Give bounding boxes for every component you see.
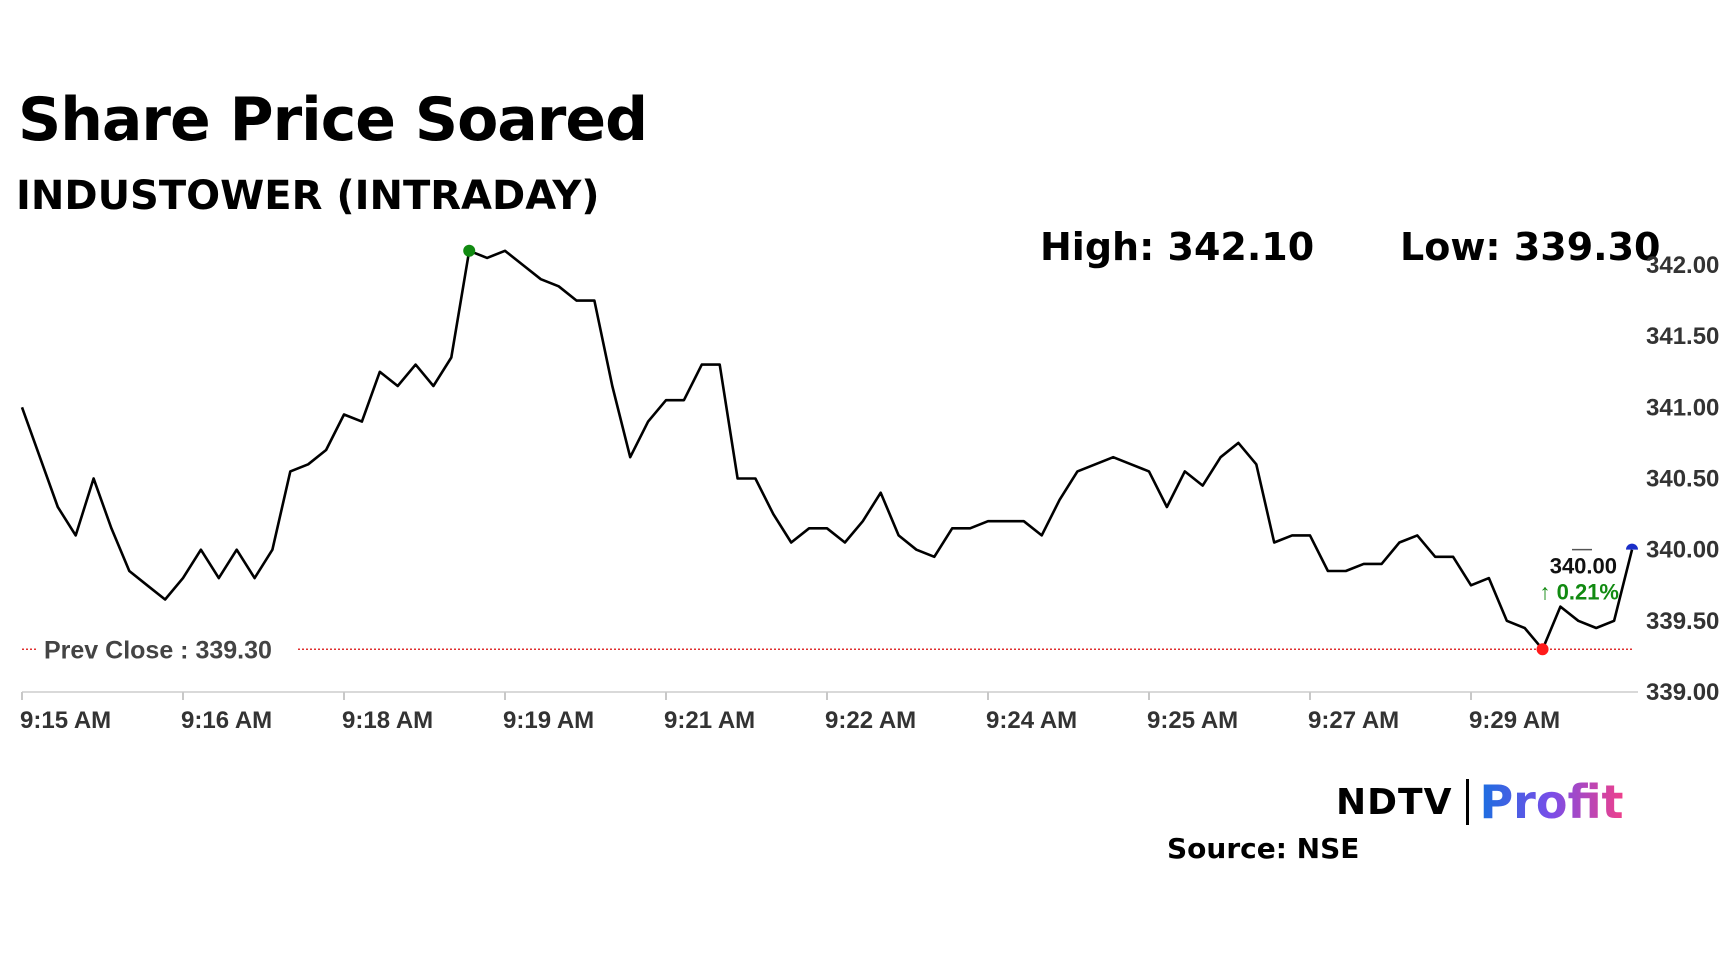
chart-title: Share Price Soared [18, 85, 648, 155]
brand-profit: Profit [1479, 775, 1624, 829]
low-marker [1536, 643, 1549, 656]
y-tick-label: 341.50 [1646, 323, 1719, 350]
y-tick-label: 339.50 [1646, 608, 1719, 635]
x-tick-label: 9:29 AM [1469, 707, 1560, 734]
y-tick-label: 342.00 [1646, 252, 1719, 279]
x-tick-label: 9:27 AM [1308, 707, 1399, 734]
y-tick-label: 340.00 [1646, 537, 1719, 564]
ndtv-profit-logo: NDTV Profit [1336, 775, 1624, 829]
brand-ndtv: NDTV [1336, 781, 1453, 823]
current-price-marker [1626, 543, 1638, 550]
high-marker [463, 244, 476, 257]
source-label: Source: NSE [1167, 832, 1360, 865]
x-tick-label: 9:22 AM [825, 707, 916, 734]
change-label: ↑ 0.21% [1540, 580, 1620, 605]
chart-subtitle: INDUSTOWER (INTRADAY) [16, 173, 600, 219]
x-tick-label: 9:18 AM [342, 707, 433, 734]
x-tick-label: 9:24 AM [986, 707, 1077, 734]
x-tick-label: 9:15 AM [20, 707, 111, 734]
price-line [20, 249, 1634, 651]
x-tick-label: 9:16 AM [181, 707, 272, 734]
x-tick-label: 9:21 AM [664, 707, 755, 734]
high-label: High: 342.10 [1040, 225, 1315, 269]
y-tick-label: 340.50 [1646, 466, 1719, 493]
current-price-label: 340.00 [1550, 554, 1617, 579]
x-tick-label: 9:25 AM [1147, 707, 1238, 734]
low-label: Low: 339.30 [1400, 225, 1661, 269]
y-tick-label: 339.00 [1646, 679, 1719, 706]
y-tick-label: 341.00 [1646, 394, 1719, 421]
x-tick-label: 9:19 AM [503, 707, 594, 734]
brand-divider [1466, 779, 1470, 825]
prev-close-label: Prev Close : 339.30 [44, 636, 272, 664]
